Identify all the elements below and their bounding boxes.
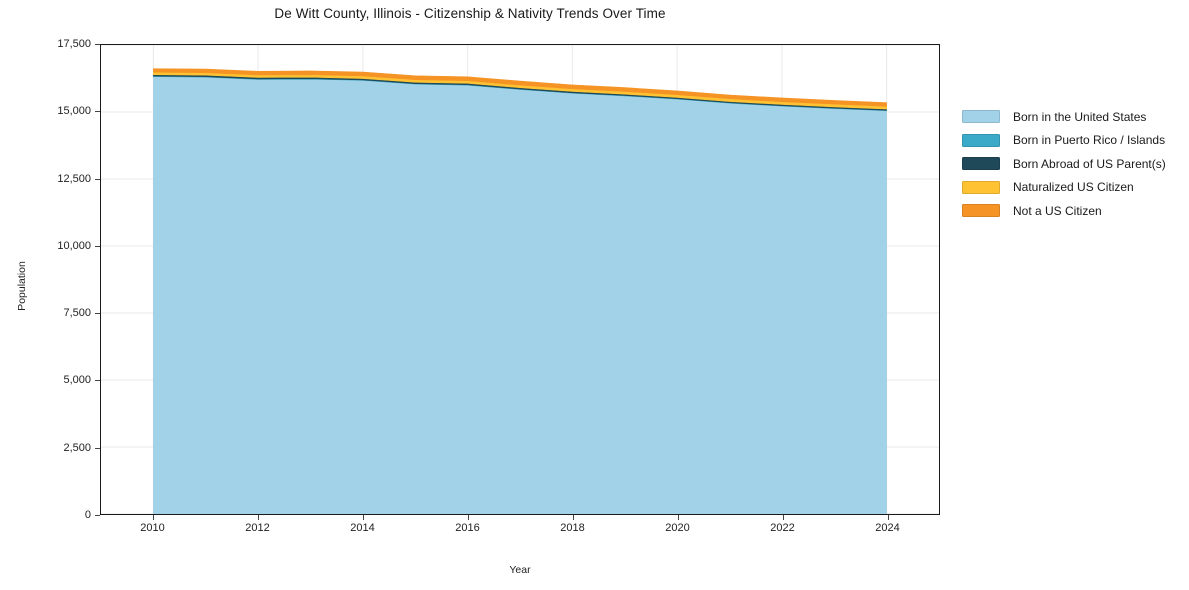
x-tick-label: 2018 [560, 522, 585, 534]
x-tick-label: 2020 [665, 522, 690, 534]
legend-label: Born in Puerto Rico / Islands [1013, 133, 1166, 148]
legend-label: Naturalized US Citizen [1013, 180, 1134, 195]
legend-item[interactable]: Naturalized US Citizen [962, 176, 1166, 200]
legend-swatch [962, 157, 1000, 171]
legend-swatch [962, 110, 1000, 124]
y-tick-label: 10,000 [57, 239, 91, 252]
y-tick-label: 7,500 [63, 307, 91, 320]
x-tick-mark [887, 515, 889, 520]
y-tick-mark [95, 178, 100, 180]
x-tick-label: 2012 [245, 522, 270, 534]
x-tick-label: 2022 [770, 522, 795, 534]
chart-legend: Born in the United States Born in Puerto … [962, 105, 1166, 223]
x-tick-mark [467, 515, 469, 520]
y-tick-mark [95, 380, 100, 382]
y-tick-label: 17,500 [57, 38, 91, 50]
y-axis-label: Population [16, 261, 28, 311]
legend-item[interactable]: Born Abroad of US Parent(s) [962, 152, 1166, 176]
x-tick-mark [152, 515, 154, 520]
y-tick-label: 15,000 [57, 105, 91, 118]
x-tick-label: 2016 [455, 522, 480, 534]
x-axis-label: Year [509, 564, 531, 576]
x-tick-mark [782, 515, 784, 520]
legend-item[interactable]: Born in Puerto Rico / Islands [962, 129, 1166, 153]
x-tick-mark [572, 515, 574, 520]
x-tick-label: 2024 [875, 522, 900, 534]
x-tick-mark [257, 515, 259, 520]
y-tick-label: 5,000 [63, 374, 91, 387]
y-tick-label: 2,500 [63, 441, 91, 454]
legend-swatch [962, 180, 1000, 194]
legend-label: Born in the United States [1013, 109, 1147, 124]
legend-item[interactable]: Born in the United States [962, 105, 1166, 129]
y-tick-mark [95, 515, 100, 516]
legend-label: Not a US Citizen [1013, 203, 1102, 218]
stacked-area-series [153, 68, 887, 514]
x-tick-label: 2010 [140, 522, 165, 534]
legend-swatch [962, 133, 1000, 147]
legend-swatch [962, 204, 1000, 218]
y-tick-mark [95, 111, 100, 113]
y-tick-mark [95, 313, 100, 315]
legend-item[interactable]: Not a US Citizen [962, 199, 1166, 223]
x-tick-mark [362, 515, 364, 520]
x-tick-label: 2014 [350, 522, 375, 534]
y-tick-mark [95, 245, 100, 247]
chart-title: De Witt County, Illinois - Citizenship &… [274, 6, 666, 21]
y-tick-label: 12,500 [57, 172, 91, 185]
y-tick-mark [95, 44, 100, 45]
y-tick-label: 0 [84, 509, 91, 521]
x-tick-mark [677, 515, 679, 520]
y-tick-mark [95, 447, 100, 449]
legend-label: Born Abroad of US Parent(s) [1013, 156, 1166, 171]
plot-area [100, 44, 940, 515]
